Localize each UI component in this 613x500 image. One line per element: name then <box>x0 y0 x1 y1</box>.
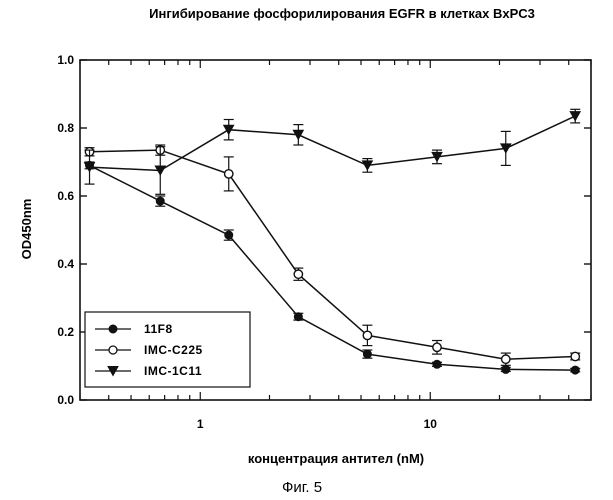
y-tick-label: 0.2 <box>57 325 74 339</box>
data-point <box>502 365 510 373</box>
y-tick-label: 0.8 <box>57 121 74 135</box>
y-axis-label: OD450nm <box>19 199 34 260</box>
data-point <box>502 355 510 363</box>
x-tick-label: 10 <box>424 417 438 431</box>
data-point <box>433 360 441 368</box>
legend-marker-11f8 <box>109 325 117 333</box>
figure-caption: Фиг. 5 <box>282 479 322 496</box>
data-point <box>570 112 580 121</box>
data-point <box>571 352 579 360</box>
legend-marker-imc-c225 <box>109 346 117 354</box>
x-axis-label: концентрация антител (nM) <box>248 451 424 466</box>
data-point <box>433 343 441 351</box>
figure: Ингибирование фосфорилирования EGFR в кл… <box>0 0 613 500</box>
chart-title: Ингибирование фосфорилирования EGFR в кл… <box>149 6 535 21</box>
legend-label-11f8: 11F8 <box>144 322 173 336</box>
y-tick-label: 0.6 <box>57 189 74 203</box>
series-line-imc-1c11 <box>90 116 576 170</box>
y-tick-label: 1.0 <box>57 53 74 67</box>
data-point <box>225 170 233 178</box>
data-point <box>363 350 371 358</box>
x-tick-label: 1 <box>197 417 204 431</box>
y-tick-label: 0.0 <box>57 393 74 407</box>
data-point <box>156 197 164 205</box>
data-point <box>571 366 579 374</box>
data-point <box>225 231 233 239</box>
legend: 11F8 IMC-C225 IMC-1C11 <box>85 312 250 387</box>
data-point <box>294 313 302 321</box>
data-point <box>363 331 371 339</box>
legend-label-imc-c225: IMC-C225 <box>144 343 203 357</box>
data-point <box>294 270 302 278</box>
legend-label-imc-1c11: IMC-1C11 <box>144 364 202 378</box>
y-tick-label: 0.4 <box>57 257 74 271</box>
